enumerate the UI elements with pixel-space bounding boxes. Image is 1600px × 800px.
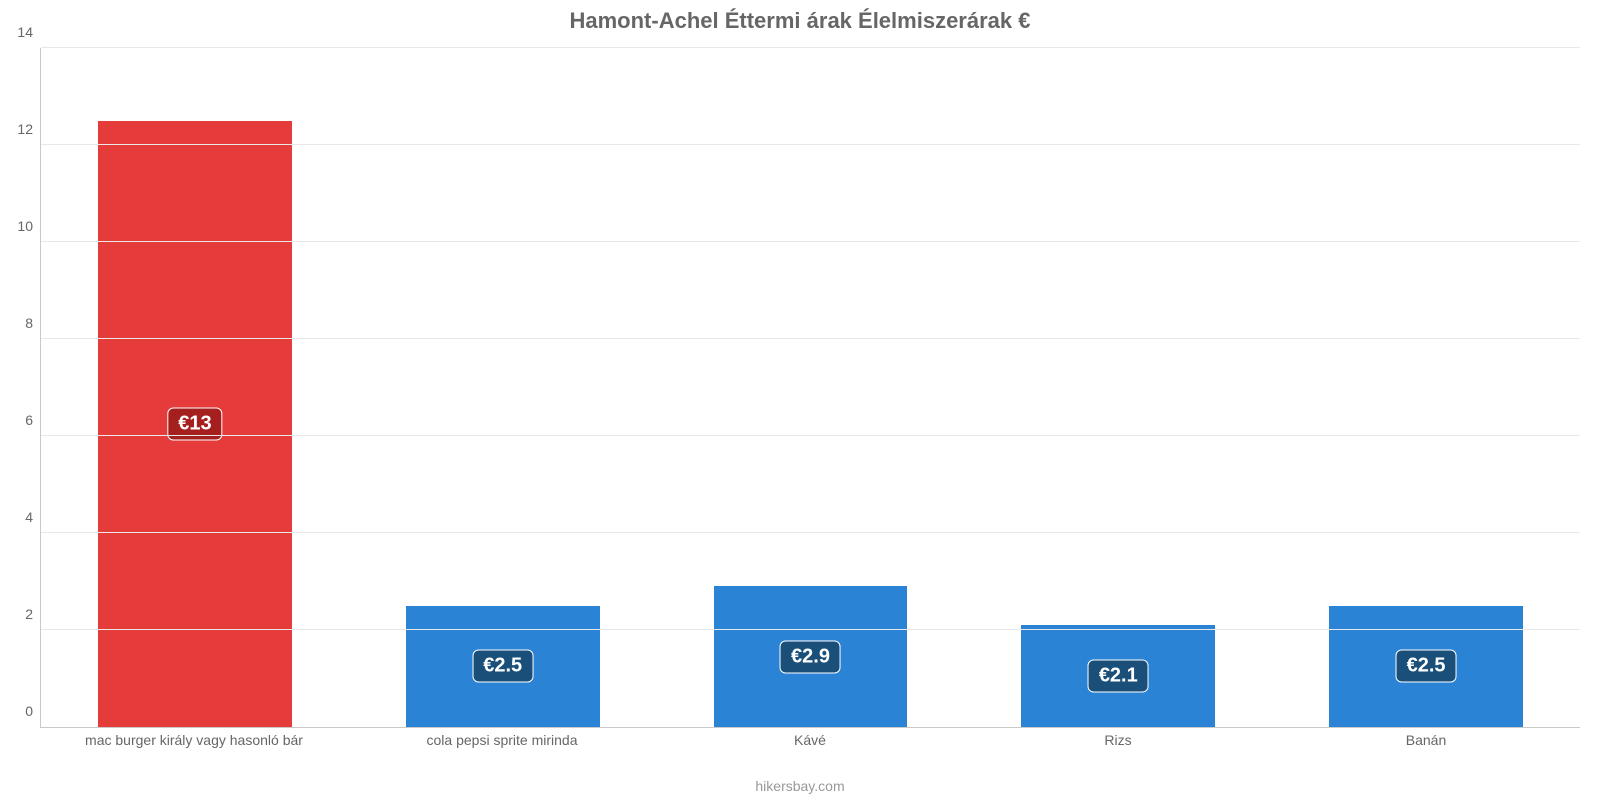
y-tick-label: 2 (25, 606, 33, 622)
value-badge: €2.5 (472, 650, 533, 683)
y-tick-label: 10 (17, 218, 33, 234)
chart-footer: hikersbay.com (0, 778, 1600, 794)
gridline (41, 629, 1580, 630)
bar: €13 (98, 121, 292, 727)
bar: €2.5 (406, 606, 600, 727)
bar-bucket: €2.5 (349, 48, 657, 727)
gridline (41, 241, 1580, 242)
gridline (41, 532, 1580, 533)
bar-bucket: €2.1 (964, 48, 1272, 727)
value-badge: €2.9 (780, 640, 841, 673)
chart-title: Hamont-Achel Éttermi árak Élelmiszerárak… (0, 8, 1600, 34)
value-badge: €2.1 (1088, 660, 1149, 693)
y-tick-label: 14 (17, 24, 33, 40)
price-bar-chart: Hamont-Achel Éttermi árak Élelmiszerárak… (0, 0, 1600, 800)
y-tick-label: 0 (25, 703, 33, 719)
bar-bucket: €2.9 (657, 48, 965, 727)
bar: €2.1 (1021, 625, 1215, 727)
y-tick-label: 12 (17, 121, 33, 137)
y-tick-label: 8 (25, 315, 33, 331)
gridline (41, 338, 1580, 339)
y-tick-label: 6 (25, 412, 33, 428)
category-label: Kávé (656, 728, 964, 748)
plot-area: €13€2.5€2.9€2.1€2.5 02468101214 (40, 48, 1580, 728)
bar: €2.5 (1329, 606, 1523, 727)
value-badge: €2.5 (1396, 650, 1457, 683)
bar-bucket: €2.5 (1272, 48, 1580, 727)
bar-bucket: €13 (41, 48, 349, 727)
bar: €2.9 (714, 586, 908, 727)
bars-container: €13 €2.5 €2.9 €2.1 €2.5 (41, 48, 1580, 727)
category-label: cola pepsi sprite mirinda (348, 728, 656, 748)
y-tick-label: 4 (25, 509, 33, 525)
gridline (41, 144, 1580, 145)
gridline (41, 47, 1580, 48)
gridline (41, 435, 1580, 436)
category-label: Rizs (964, 728, 1272, 748)
category-label: mac burger király vagy hasonló bár (40, 728, 348, 748)
category-label: Banán (1272, 728, 1580, 748)
category-labels-row: mac burger király vagy hasonló bárcola p… (40, 728, 1580, 748)
